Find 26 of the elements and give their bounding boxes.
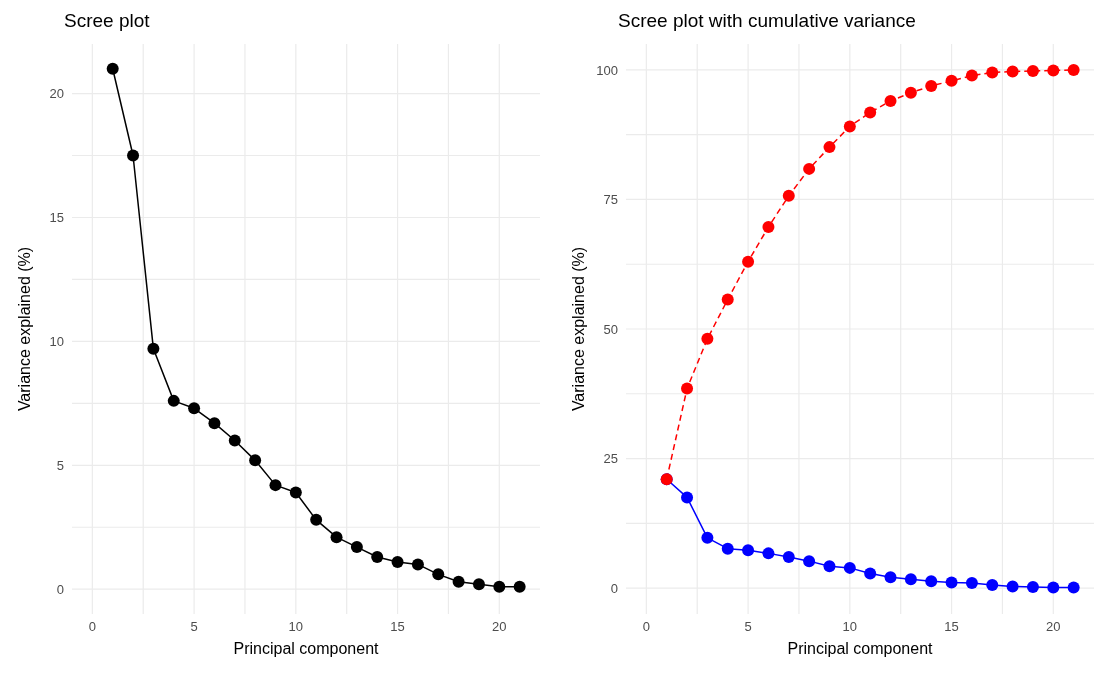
x-tick-label: 20 — [492, 619, 507, 635]
y-tick-label: 0 — [56, 581, 64, 597]
y-tick-label: 10 — [49, 334, 64, 350]
y-tick-label: 15 — [49, 210, 64, 226]
x-axis-title: Principal component — [233, 640, 380, 657]
y-tick-label: 25 — [603, 451, 618, 467]
chart-title: Scree plot with cumulative variance — [618, 10, 916, 32]
y-axis-title: Variance explained (%) — [569, 246, 587, 412]
x-tick-label: 20 — [1046, 619, 1061, 635]
x-tick-label: 5 — [744, 619, 752, 635]
y-axis-title: Variance explained (%) — [15, 246, 33, 412]
x-axis-title: Principal component — [787, 640, 934, 657]
y-tick-label: 20 — [49, 86, 64, 102]
x-tick-label: 0 — [88, 619, 96, 635]
y-tick-label: 100 — [596, 62, 618, 78]
y-tick-label: 5 — [56, 457, 64, 473]
x-tick-label: 15 — [390, 619, 405, 635]
y-tick-label: 50 — [603, 321, 618, 337]
x-tick-label: 10 — [288, 619, 304, 635]
x-tick-label: 0 — [642, 619, 650, 635]
x-tick-label: 10 — [842, 619, 858, 635]
x-tick-label: 5 — [190, 619, 198, 635]
y-tick-label: 0 — [610, 580, 618, 596]
y-tick-label: 75 — [603, 192, 618, 208]
x-tick-label: 15 — [944, 619, 959, 635]
chart-title: Scree plot — [64, 10, 150, 32]
